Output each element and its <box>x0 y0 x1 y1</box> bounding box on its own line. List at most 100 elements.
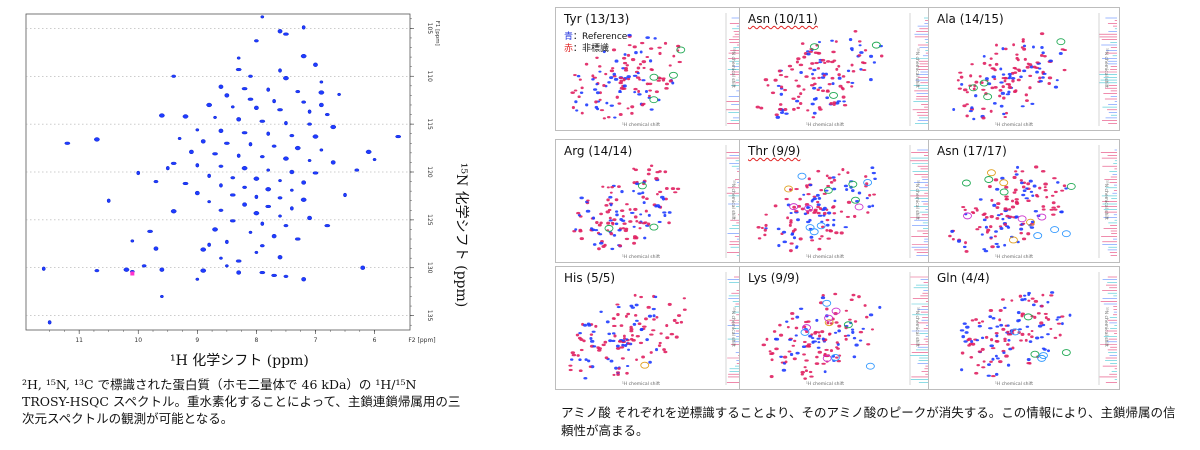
panel-peak <box>993 85 998 89</box>
panel-peak <box>825 228 829 232</box>
panel-peak <box>984 225 988 229</box>
panel-peak <box>615 303 620 306</box>
panel-peak <box>1000 298 1005 301</box>
peak <box>200 139 206 144</box>
panel-peak <box>576 354 580 357</box>
spectrum-panel: Arg (14/14) ¹H chemical shift ¹⁵N chemical… <box>555 139 747 263</box>
panel-peak <box>1029 226 1035 229</box>
panel-y-axis-label: ¹⁵N chemical shift <box>730 48 736 88</box>
peak <box>200 268 207 273</box>
panel-peak <box>645 55 650 59</box>
panel-peak <box>1012 90 1017 94</box>
panel-x-axis-label: ¹H chemical shift <box>622 381 660 387</box>
panel-peak <box>1058 52 1063 55</box>
panel-peak <box>1007 90 1011 94</box>
panel-peak <box>866 211 870 214</box>
peak <box>248 74 253 78</box>
panel-label: Gln (4/4) <box>935 271 992 285</box>
panel-peak <box>809 83 815 87</box>
panel-peak <box>1027 332 1031 336</box>
panel-peak <box>981 366 986 369</box>
panel-peak <box>813 209 818 213</box>
panel-peak <box>578 369 583 372</box>
panel-peak <box>1015 56 1019 60</box>
assignment-circle <box>640 361 650 369</box>
panel-peak <box>1011 79 1015 83</box>
panel-peak <box>816 51 822 55</box>
panel-peak <box>622 334 626 338</box>
panel-peak <box>629 211 635 214</box>
panel-peak <box>837 329 841 333</box>
panel-peak <box>1020 181 1024 185</box>
panel-peak <box>998 318 1002 322</box>
assignment-circle <box>851 196 860 204</box>
panel-peak <box>776 227 781 231</box>
panel-peak <box>1002 112 1006 116</box>
peak <box>277 29 283 34</box>
panel-peak <box>597 223 602 227</box>
assignment-circle <box>805 224 815 231</box>
panel-peak <box>1051 206 1056 209</box>
panel-peak <box>835 341 839 344</box>
panel-peak <box>975 208 979 212</box>
peak <box>271 234 277 239</box>
assignment-circle <box>1030 350 1040 358</box>
panel-peak <box>820 330 825 334</box>
peak <box>260 15 265 19</box>
panel-peak <box>1041 347 1046 350</box>
panel-peak <box>626 77 631 81</box>
panel-peak <box>664 82 670 86</box>
panel-peak <box>1039 321 1044 325</box>
panel-peak <box>604 204 609 207</box>
y-tick-label: 115 <box>426 118 433 130</box>
panel-peak <box>991 75 997 79</box>
panel-peak <box>1030 330 1034 333</box>
panel-peak <box>817 247 822 251</box>
panel-peak <box>951 238 955 241</box>
panel-peak <box>816 200 820 204</box>
panel-peak <box>1008 347 1013 351</box>
panel-peak <box>859 51 864 54</box>
panel-peak <box>583 323 588 327</box>
peak <box>200 247 207 252</box>
panel-peak <box>791 344 796 347</box>
panel-peak <box>669 332 675 336</box>
panel-peak <box>999 104 1004 108</box>
panel-peak <box>776 84 781 87</box>
peak <box>307 109 312 114</box>
panel-peak <box>1020 46 1024 49</box>
panel-peak <box>613 77 619 81</box>
panel-peak <box>800 207 805 211</box>
peak <box>254 250 259 254</box>
panel-peak <box>981 88 986 91</box>
panel-peak <box>1038 186 1042 190</box>
panel-peak <box>620 357 625 360</box>
peak <box>319 102 324 108</box>
peak <box>195 163 200 168</box>
peak <box>147 229 153 233</box>
panel-peak <box>615 213 619 217</box>
panel-peak <box>1022 69 1027 73</box>
panel-peak <box>817 106 822 110</box>
panel-peak <box>601 343 606 347</box>
panel-peak <box>1025 325 1030 328</box>
panel-peak <box>816 67 821 70</box>
panel-peak <box>985 230 989 234</box>
peak <box>259 244 265 248</box>
panel-peak <box>833 292 838 296</box>
panel-peak <box>613 334 617 338</box>
panel-peak <box>630 306 636 309</box>
panel-peak <box>579 91 584 94</box>
panel-peak <box>803 212 808 216</box>
panel-peak <box>773 78 778 82</box>
panel-peak <box>663 170 668 174</box>
assignment-circle <box>676 46 686 54</box>
peak <box>283 224 289 228</box>
x-tick-label: 9 <box>195 337 199 344</box>
panel-peak <box>826 321 830 325</box>
peak <box>94 269 100 273</box>
panel-peak <box>644 89 649 93</box>
panel-peak <box>793 339 797 343</box>
panel-peak <box>658 341 662 345</box>
panel-peak <box>811 337 815 340</box>
